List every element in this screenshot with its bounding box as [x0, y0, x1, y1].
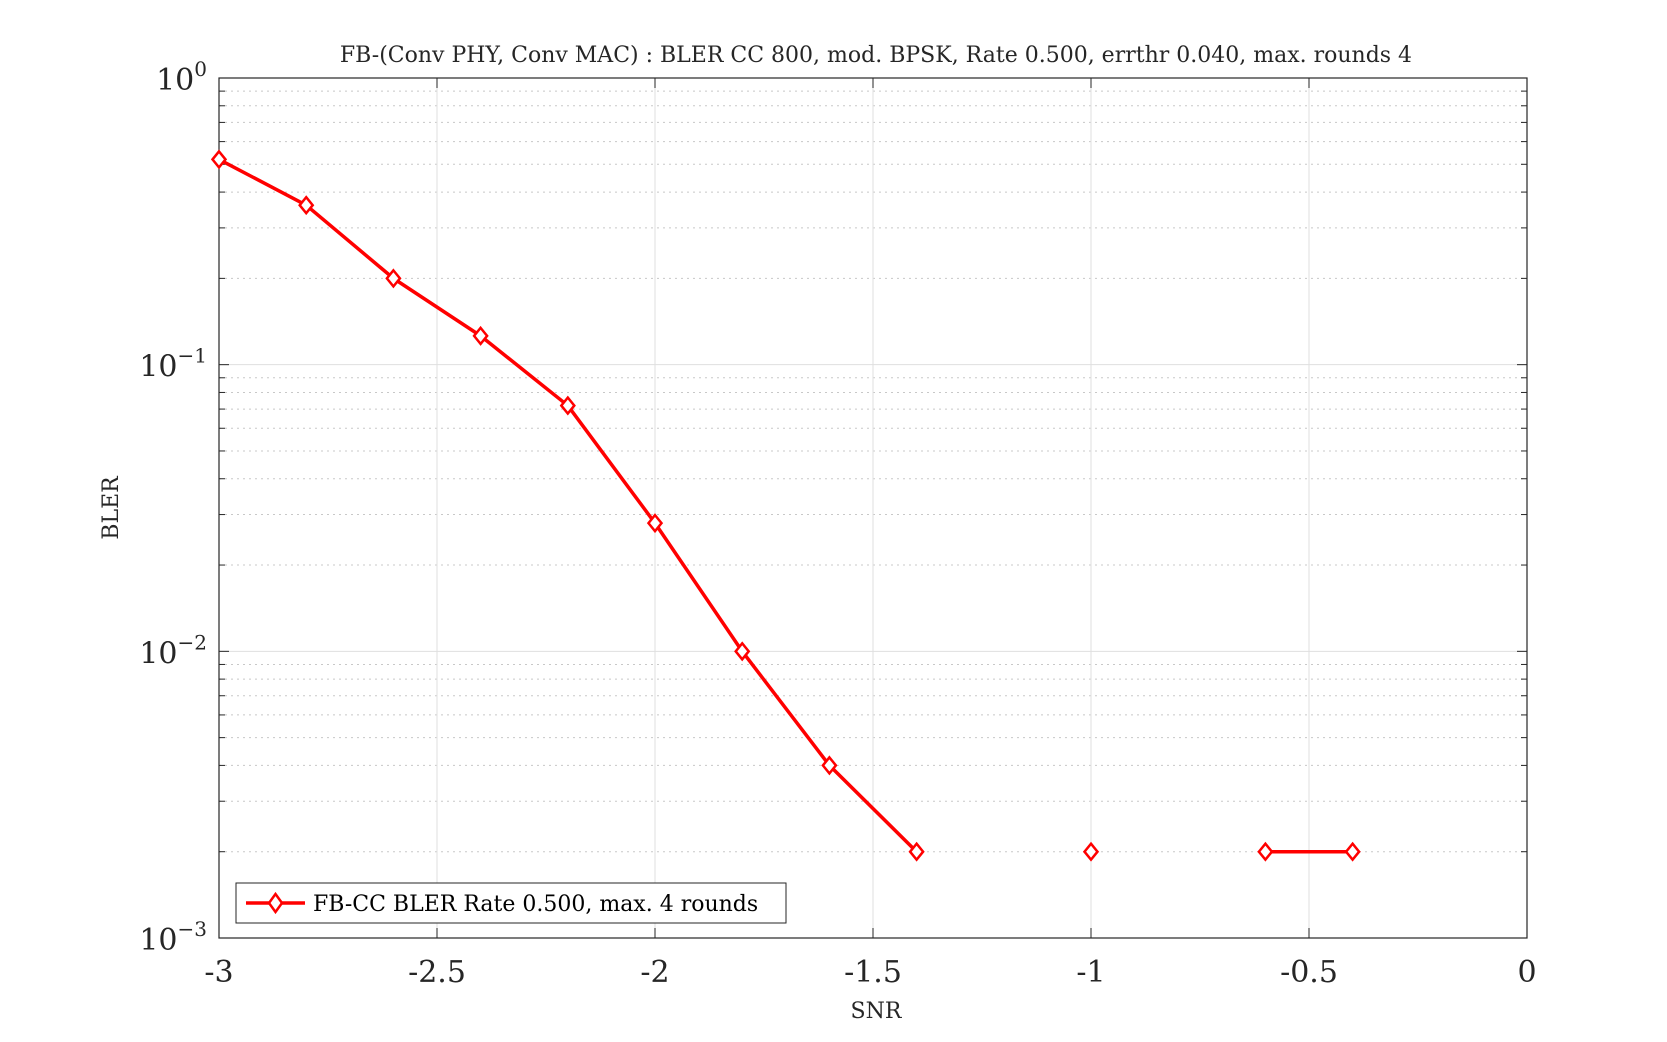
- data-point-diamond: [472, 325, 489, 346]
- data-point-diamond: [298, 195, 315, 216]
- y-tick-label-exponent: −2: [178, 630, 207, 654]
- legend-box: [235, 882, 787, 924]
- y-tick-label: 10−2: [139, 630, 207, 671]
- y-tick-label-base: 10: [139, 350, 177, 385]
- data-point-diamond: [1082, 841, 1100, 862]
- x-tick-label: -3: [204, 955, 233, 990]
- y-axis-label: BLER: [99, 475, 124, 540]
- x-tick-label: -0.5: [1280, 955, 1338, 990]
- series-layer: [210, 149, 1361, 862]
- y-tick-label-base: 10: [156, 63, 194, 98]
- x-tick-label: -2: [640, 955, 669, 990]
- y-tick-label: 100: [156, 57, 207, 98]
- legend-diamond-marker: [267, 891, 284, 915]
- data-point-diamond: [210, 149, 228, 170]
- y-tick-label: 10−3: [139, 917, 207, 958]
- x-axis-label: SNR: [851, 999, 903, 1024]
- y-tick-label-exponent: 0: [194, 57, 207, 81]
- axes-box: [218, 77, 1528, 939]
- data-point-diamond: [559, 395, 576, 416]
- legend: FB-CC BLER Rate 0.500, max. 4 rounds: [235, 882, 787, 924]
- data-point-diamond: [908, 841, 925, 862]
- x-tick-labels: -3 -2.5 -2 -1.5 -1 -0.5 0: [204, 955, 1536, 990]
- data-point-diamond: [1257, 841, 1274, 862]
- y-tick-label-exponent: −1: [178, 344, 207, 368]
- data-point-diamond: [734, 641, 751, 662]
- x-tick-label: 0: [1517, 955, 1536, 990]
- y-tick-label-base: 10: [139, 923, 177, 958]
- series-line: [218, 157, 918, 853]
- data-point-diamond: [821, 755, 838, 776]
- y-tick-label-exponent: −3: [178, 917, 207, 941]
- y-tick-label-base: 10: [139, 636, 177, 671]
- data-point-diamond: [1344, 841, 1361, 862]
- x-tick-label: -2.5: [408, 955, 466, 990]
- chart-title: FB-(Conv PHY, Conv MAC) : BLER CC 800, m…: [340, 43, 1412, 68]
- x-tick-label: -1.5: [844, 955, 902, 990]
- y-tick-label: 10−1: [139, 344, 207, 385]
- legend-label: FB-CC BLER Rate 0.500, max. 4 rounds: [313, 892, 758, 917]
- data-point-diamond: [385, 268, 402, 289]
- data-point-diamond: [646, 513, 664, 534]
- x-tick-label: -1: [1076, 955, 1105, 990]
